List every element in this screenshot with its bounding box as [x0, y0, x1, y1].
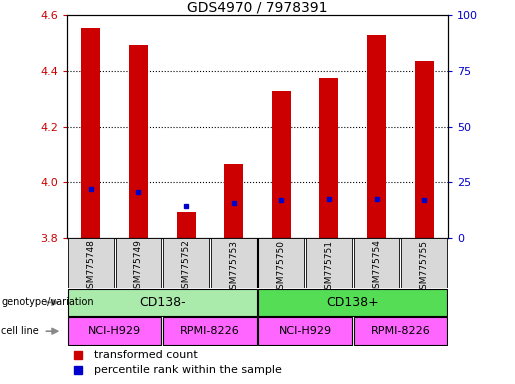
- Text: RPMI-8226: RPMI-8226: [370, 326, 431, 336]
- Text: CD138+: CD138+: [327, 296, 379, 309]
- Bar: [163, 238, 209, 288]
- Bar: [68, 289, 256, 316]
- Bar: [163, 317, 256, 345]
- Bar: [306, 238, 352, 288]
- Bar: [354, 238, 400, 288]
- Text: GSM775751: GSM775751: [324, 240, 333, 295]
- Text: genotype/variation: genotype/variation: [1, 297, 94, 308]
- Bar: [68, 317, 161, 345]
- Bar: [211, 238, 256, 288]
- Bar: [115, 238, 161, 288]
- Text: GSM775748: GSM775748: [87, 240, 95, 295]
- Bar: [224, 164, 243, 238]
- Text: GSM775752: GSM775752: [182, 240, 191, 295]
- Bar: [319, 78, 338, 238]
- Text: NCI-H929: NCI-H929: [88, 326, 141, 336]
- Bar: [177, 212, 196, 238]
- Bar: [354, 317, 447, 345]
- Bar: [272, 91, 291, 238]
- Text: NCI-H929: NCI-H929: [279, 326, 332, 336]
- Bar: [68, 238, 114, 288]
- Text: GSM775753: GSM775753: [229, 240, 238, 295]
- Text: RPMI-8226: RPMI-8226: [180, 326, 240, 336]
- Text: GSM775750: GSM775750: [277, 240, 286, 295]
- Bar: [259, 317, 352, 345]
- Title: GDS4970 / 7978391: GDS4970 / 7978391: [187, 0, 328, 14]
- Text: transformed count: transformed count: [94, 350, 197, 360]
- Bar: [259, 238, 304, 288]
- Text: GSM775754: GSM775754: [372, 240, 381, 295]
- Bar: [129, 45, 148, 238]
- Text: cell line: cell line: [1, 326, 39, 336]
- Text: GSM775755: GSM775755: [420, 240, 428, 295]
- Text: GSM775749: GSM775749: [134, 240, 143, 295]
- Bar: [259, 289, 447, 316]
- Bar: [415, 61, 434, 238]
- Bar: [81, 28, 100, 238]
- Text: CD138-: CD138-: [139, 296, 185, 309]
- Bar: [367, 35, 386, 238]
- Bar: [401, 238, 447, 288]
- Text: percentile rank within the sample: percentile rank within the sample: [94, 366, 282, 376]
